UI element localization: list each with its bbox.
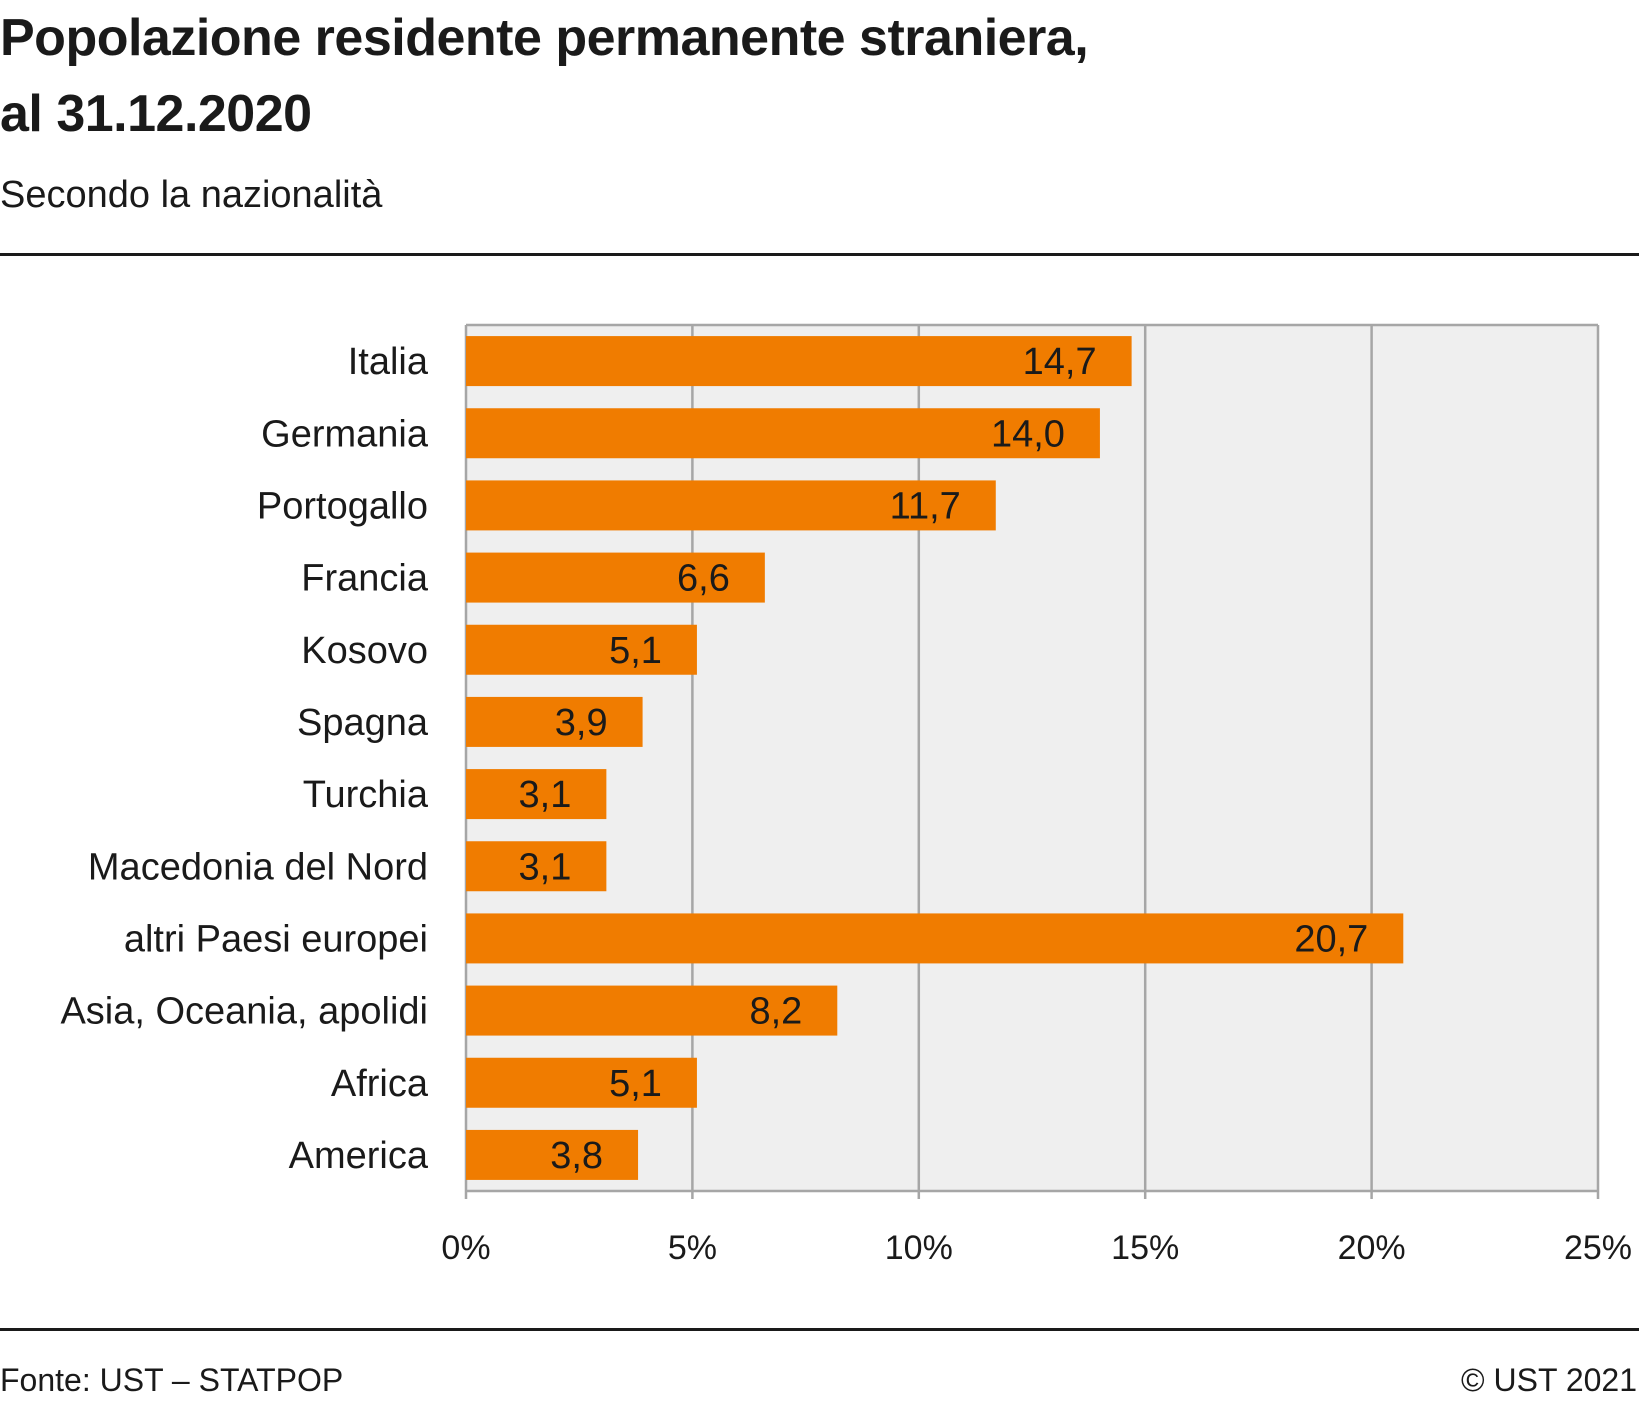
- chart-title-line-2: al 31.12.2020: [0, 85, 312, 143]
- bar-value-label: 20,7: [1294, 918, 1368, 960]
- bar-value-label: 5,1: [609, 1063, 662, 1105]
- bar-value-label: 6,6: [677, 558, 730, 600]
- bar: [466, 1057, 697, 1108]
- footer-divider: [0, 1328, 1639, 1331]
- bar: [466, 1129, 639, 1180]
- x-tick-label: 25%: [1564, 1229, 1632, 1260]
- category-label: Portogallo: [257, 485, 428, 527]
- bar-value-label: 14,7: [1023, 341, 1097, 383]
- chart-title: Popolazione residente permanente stranie…: [0, 0, 1600, 152]
- bar-value-label: 3,9: [555, 702, 608, 744]
- category-label: Turchia: [303, 774, 429, 816]
- chart-subtitle: Secondo la nazionalità: [0, 174, 383, 216]
- bar-value-label: 11,7: [890, 485, 961, 527]
- category-label: Italia: [348, 341, 429, 383]
- bar-value-label: 3,1: [519, 774, 572, 816]
- bar: [466, 480, 996, 531]
- bar: [466, 913, 1404, 964]
- category-label: America: [289, 1135, 429, 1177]
- x-tick-label: 0%: [441, 1229, 490, 1260]
- source-note: Fonte: UST – STATPOP: [0, 1362, 344, 1398]
- plot-background: [466, 325, 1598, 1191]
- category-label: Africa: [331, 1063, 429, 1105]
- category-label: Germania: [261, 413, 429, 455]
- bar-value-label: 5,1: [609, 630, 662, 672]
- bar: [466, 985, 838, 1036]
- copyright-note: © UST 2021: [1461, 1362, 1637, 1398]
- bar: [466, 841, 607, 892]
- x-tick-label: 10%: [885, 1229, 953, 1260]
- bar: [466, 769, 607, 820]
- category-label: Macedonia del Nord: [88, 846, 428, 888]
- bar: [466, 696, 643, 747]
- bar-value-label: 8,2: [749, 991, 802, 1033]
- header-divider: [0, 253, 1639, 256]
- category-label: Asia, Oceania, apolidi: [60, 991, 428, 1033]
- bar: [466, 408, 1100, 459]
- category-label: altri Paesi europei: [124, 918, 428, 960]
- bar: [466, 336, 1132, 387]
- x-tick-label: 5%: [668, 1229, 717, 1260]
- bar-value-label: 3,8: [550, 1135, 603, 1177]
- x-tick-label: 20%: [1338, 1229, 1406, 1260]
- bar-value-label: 3,1: [519, 846, 572, 888]
- bar-chart: 0% 5% 10% 15% 20% 25% Italia 14,7 Germania 14,0 Po…: [60, 323, 1632, 1260]
- bar: [466, 624, 697, 675]
- chart-title-line-1: Popolazione residente permanente stranie…: [0, 9, 1089, 67]
- category-label: Spagna: [297, 702, 429, 744]
- bar: [466, 552, 765, 603]
- category-label: Francia: [301, 558, 429, 600]
- category-label: Kosovo: [301, 630, 428, 672]
- x-tick-label: 15%: [1111, 1229, 1179, 1260]
- bar-value-label: 14,0: [991, 413, 1065, 455]
